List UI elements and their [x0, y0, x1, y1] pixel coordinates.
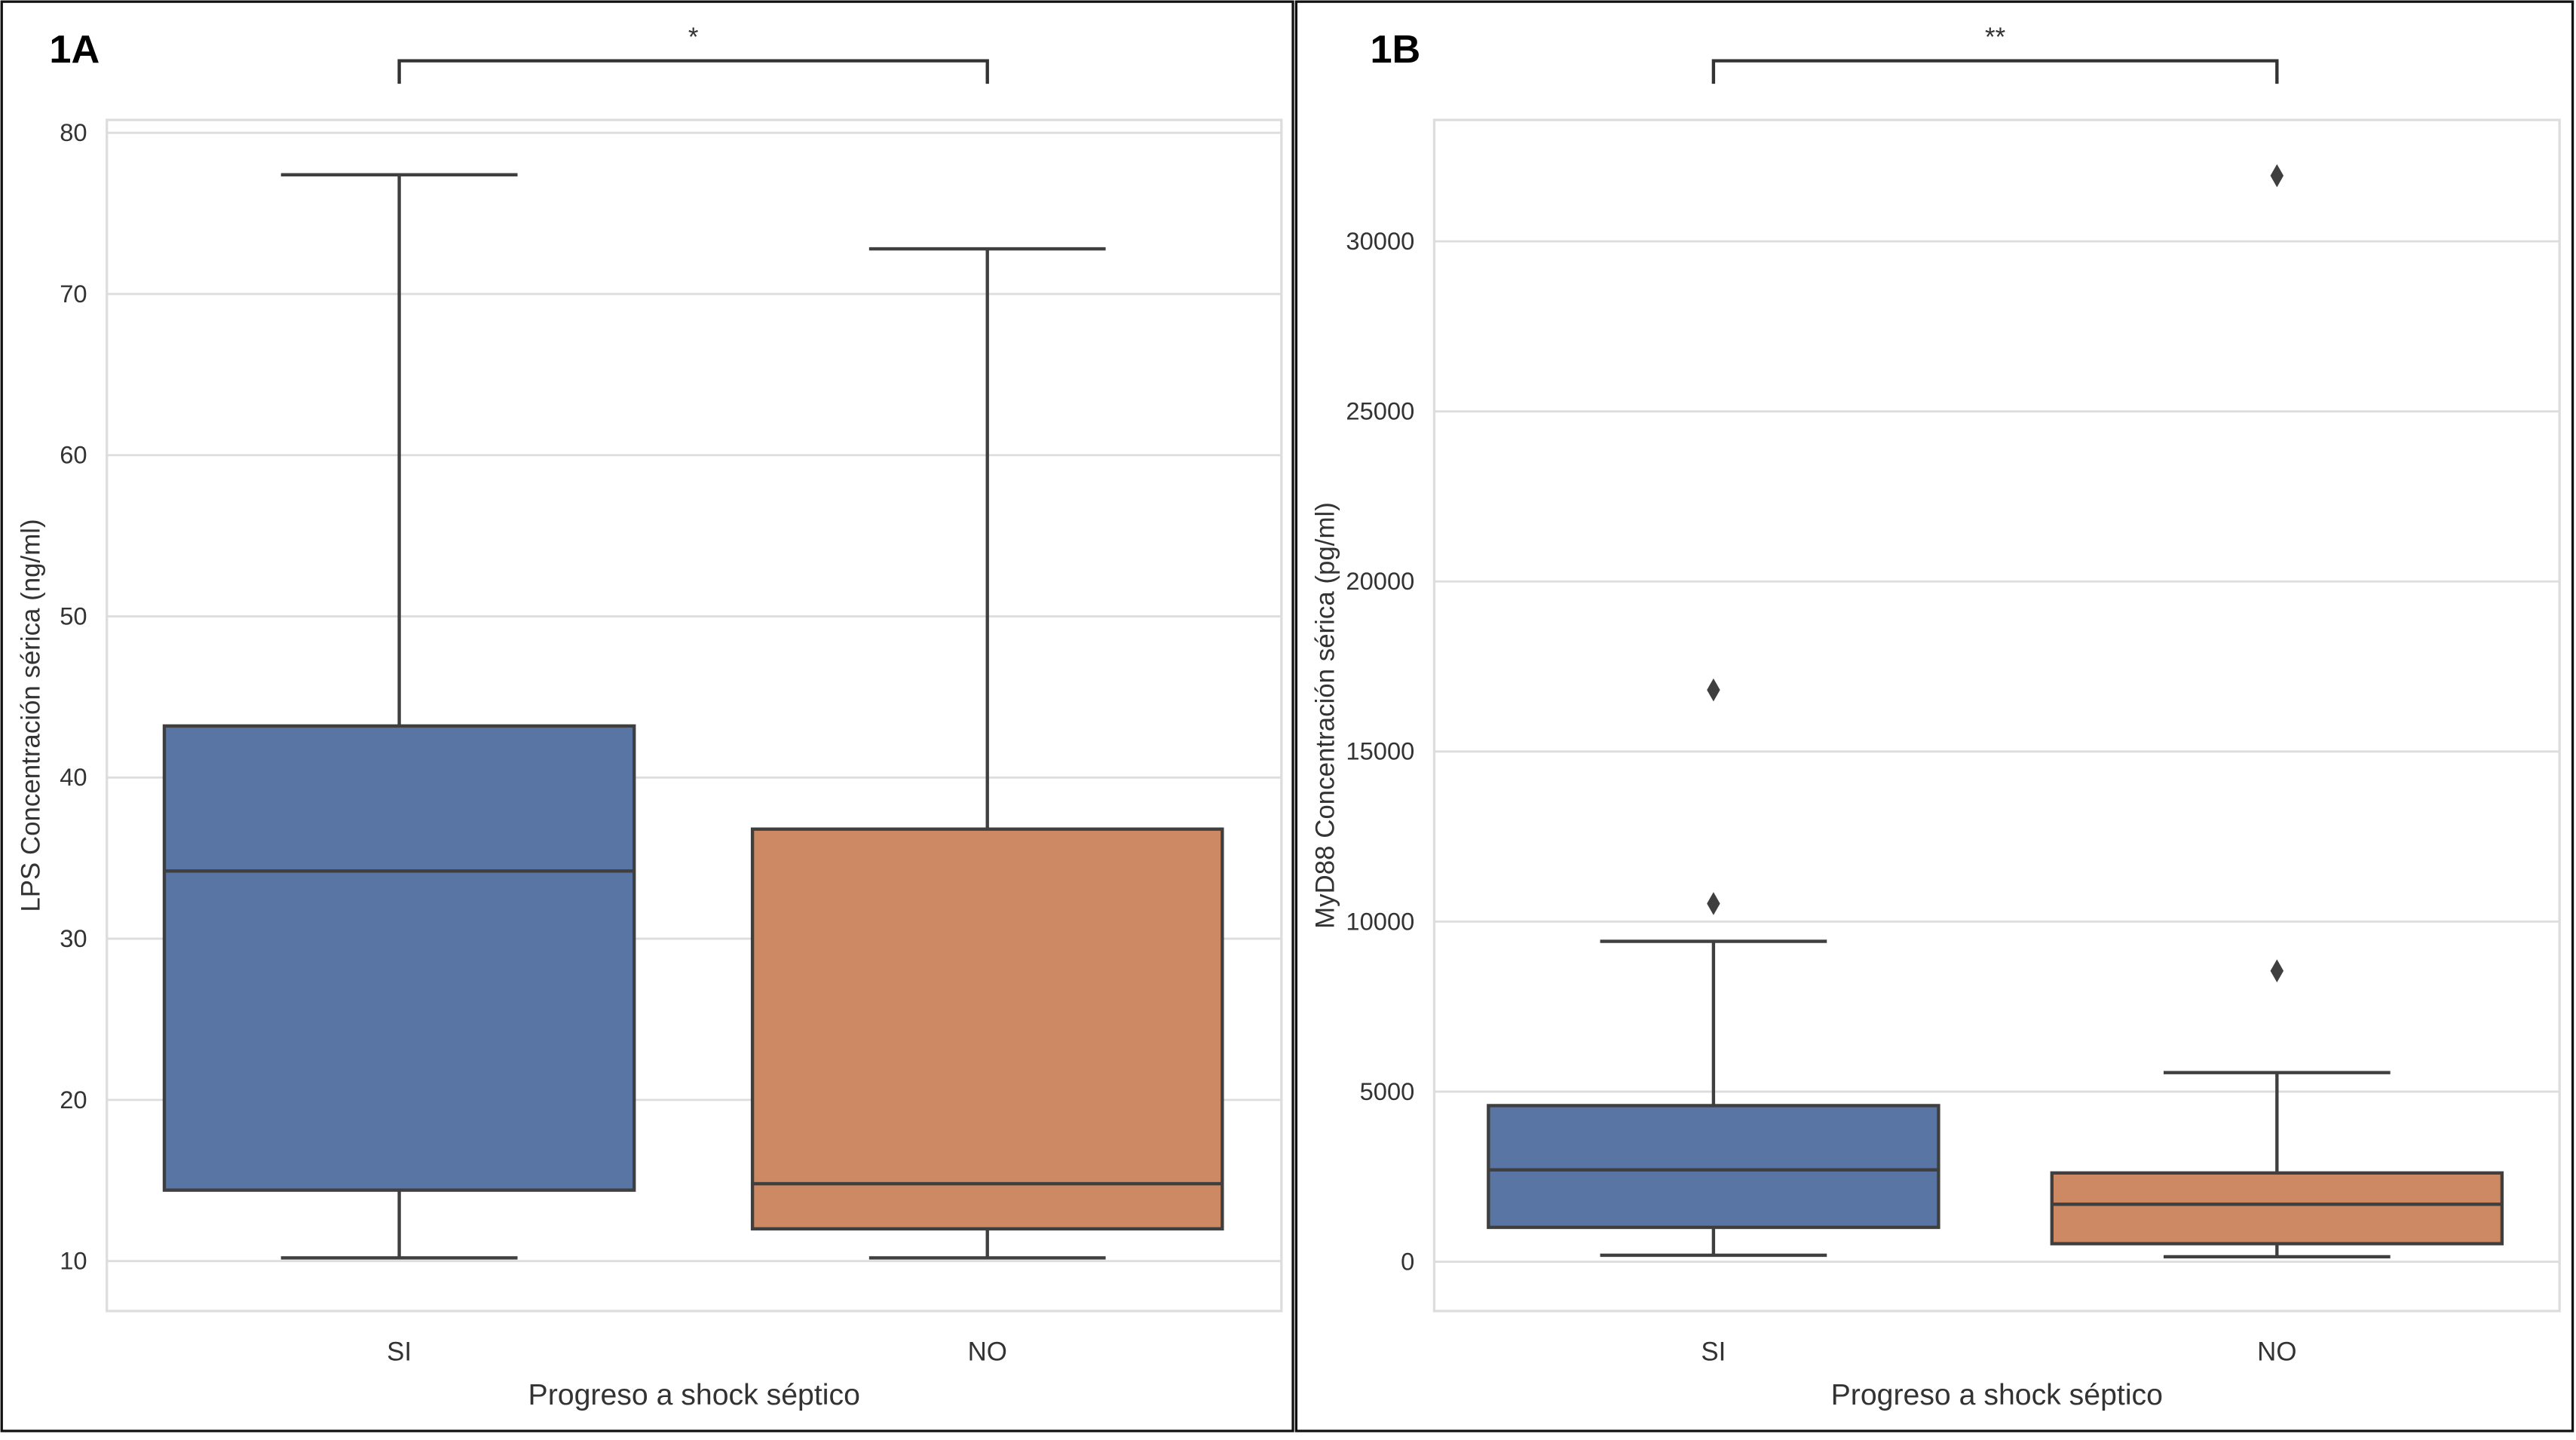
- box-iqr: [2050, 1171, 2504, 1245]
- y-tick-label: 20000: [1346, 567, 1414, 595]
- box-no: [750, 247, 1224, 1260]
- significance-marker: **: [1985, 23, 2006, 52]
- y-tick-label: 25000: [1346, 397, 1414, 425]
- x-tick-label: NO: [968, 1337, 1007, 1366]
- box-no: [2050, 164, 2504, 1259]
- y-tick-label: 10: [60, 1247, 87, 1275]
- y-axis-label: LPS Concentración sérica (ng/ml): [16, 519, 45, 911]
- y-tick-label: 0: [1401, 1247, 1414, 1275]
- y-tick-label: 80: [60, 118, 87, 146]
- x-axis-label: Progreso a shock séptico: [528, 1378, 860, 1411]
- x-tick-label: SI: [1701, 1337, 1726, 1366]
- box-iqr: [162, 724, 636, 1192]
- outlier-point: [1707, 678, 1720, 702]
- outlier-point: [1707, 892, 1720, 915]
- panel-label: 1A: [49, 28, 100, 72]
- panel-1b: 0 5000 10000 15000 20000 25000 30000 SI NO Progre…: [1294, 0, 2574, 1432]
- y-tick-label: 10000: [1346, 907, 1414, 935]
- outlier-point: [2270, 164, 2284, 188]
- y-tick-label: 30000: [1346, 227, 1414, 255]
- y-tick-label: 40: [60, 763, 87, 791]
- y-tick-label: 15000: [1346, 737, 1414, 765]
- significance-bracket: [397, 59, 989, 84]
- box-iqr: [1487, 1104, 1940, 1230]
- y-tick-label: 20: [60, 1086, 87, 1114]
- box-si: [162, 173, 636, 1260]
- x-axis-label: Progreso a shock séptico: [1831, 1378, 2163, 1411]
- panel-1a: 10 20 30 40 50 60 70 80 SI NO Progreso a shock sép…: [0, 0, 1294, 1432]
- y-axis-label: MyD88 Concentración sérica (pg/ml): [1311, 502, 1340, 929]
- significance-marker: *: [688, 23, 699, 52]
- y-tick-label: 60: [60, 441, 87, 469]
- significance-bracket: [1711, 59, 2279, 84]
- y-tick-label: 5000: [1360, 1077, 1415, 1105]
- x-tick-label: NO: [2257, 1337, 2296, 1366]
- x-tick-label: SI: [387, 1337, 412, 1366]
- y-tick-label: 70: [60, 280, 87, 308]
- box-si: [1487, 678, 1940, 1258]
- outlier-point: [2270, 959, 2284, 983]
- y-tick-label: 30: [60, 924, 87, 952]
- y-tick-label: 50: [60, 602, 87, 630]
- box-iqr: [750, 827, 1224, 1231]
- panel-label: 1B: [1370, 28, 1420, 72]
